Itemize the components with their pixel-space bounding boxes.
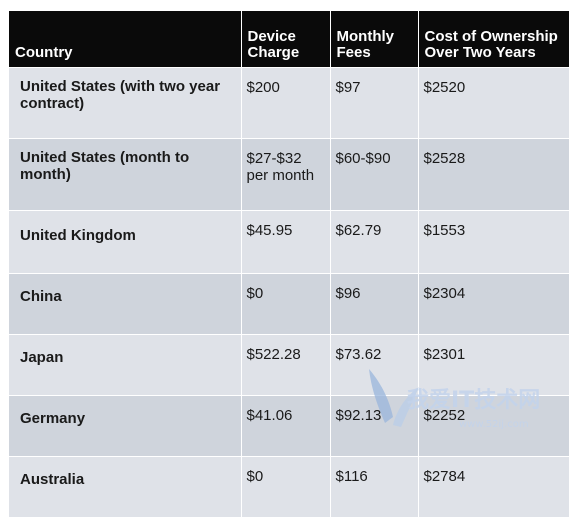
cell-cost-of-ownership: $2301	[418, 335, 569, 396]
cell-monthly-fees: $73.62	[330, 335, 418, 396]
cell-monthly-fees: $116	[330, 457, 418, 517]
cell-monthly-fees: $60-$90	[330, 139, 418, 211]
header-monthly-fees: Monthly Fees	[330, 11, 418, 68]
cell-device-charge: $522.28	[241, 335, 330, 396]
cell-country: China	[9, 274, 241, 335]
cell-monthly-fees: $96	[330, 274, 418, 335]
table-row: United Kingdom $45.95 $62.79 $1553	[9, 211, 569, 274]
cell-device-charge: $0	[241, 457, 330, 517]
cell-country: United States (with two year contract)	[9, 68, 241, 139]
table-row: China $0 $96 $2304	[9, 274, 569, 335]
cell-cost-of-ownership: $2252	[418, 396, 569, 457]
table-row: Australia $0 $116 $2784	[9, 457, 569, 517]
table-row: Germany $41.06 $92.13 $2252	[9, 396, 569, 457]
table-row: Japan $522.28 $73.62 $2301	[9, 335, 569, 396]
price-table-container: Country Device Charge Monthly Fees Cost …	[9, 11, 569, 438]
cell-device-charge: $41.06	[241, 396, 330, 457]
cell-cost-of-ownership: $2784	[418, 457, 569, 517]
cell-country: United Kingdom	[9, 211, 241, 274]
cell-country: Australia	[9, 457, 241, 517]
cell-device-charge: $0	[241, 274, 330, 335]
cell-monthly-fees: $97	[330, 68, 418, 139]
table-row: United States (with two year contract) $…	[9, 68, 569, 139]
cell-cost-of-ownership: $2528	[418, 139, 569, 211]
cell-country: Germany	[9, 396, 241, 457]
cell-device-charge: $27-$32 per month	[241, 139, 330, 211]
cell-cost-of-ownership: $2520	[418, 68, 569, 139]
header-device-charge: Device Charge	[241, 11, 330, 68]
table-header-row: Country Device Charge Monthly Fees Cost …	[9, 11, 569, 68]
cell-monthly-fees: $92.13	[330, 396, 418, 457]
cell-country: Japan	[9, 335, 241, 396]
price-table: Country Device Charge Monthly Fees Cost …	[9, 11, 569, 517]
cell-monthly-fees: $62.79	[330, 211, 418, 274]
cell-cost-of-ownership: $2304	[418, 274, 569, 335]
cell-country: United States (month to month)	[9, 139, 241, 211]
header-cost-of-ownership: Cost of Ownership Over Two Years	[418, 11, 569, 68]
table-row: United States (month to month) $27-$32 p…	[9, 139, 569, 211]
cell-device-charge: $200	[241, 68, 330, 139]
cell-cost-of-ownership: $1553	[418, 211, 569, 274]
cell-device-charge: $45.95	[241, 211, 330, 274]
header-country: Country	[9, 11, 241, 68]
